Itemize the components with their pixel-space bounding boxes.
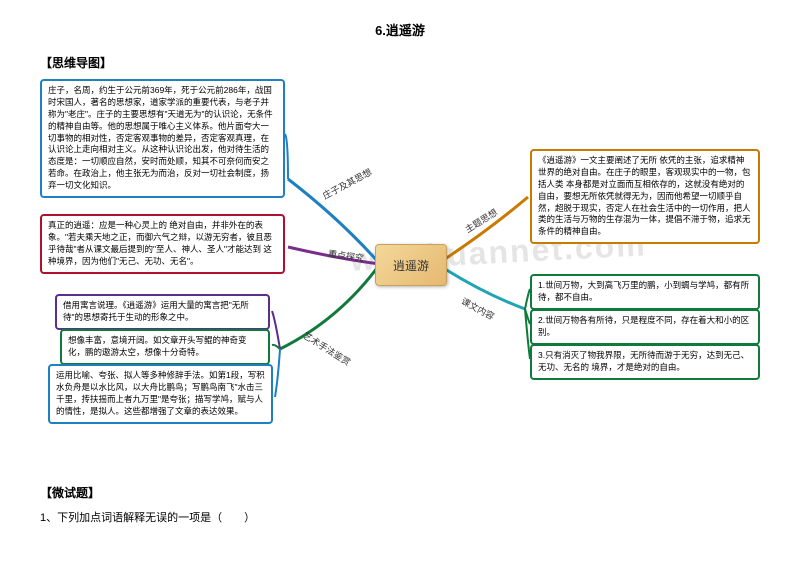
node-author: 庄子，名周，约生于公元前369年，死于公元前286年，战国时宋国人，著名的思想家… — [40, 79, 285, 198]
node-content3: 3.只有消灭了物我界限，无所待而游于无穷，达到无己、无功、无名的 境界，才是绝对… — [530, 344, 760, 380]
page-title: 6.逍遥游 — [40, 20, 760, 39]
center-node: 逍遥游 — [375, 244, 447, 286]
node-art1: 借用寓言说理。《逍遥游》运用大量的寓言把"无所待"的思想寄托于生动的形象之中。 — [55, 294, 270, 330]
node-content2: 2.世间万物各有所待，只是程度不同，存在着大和小的区别。 — [530, 309, 760, 345]
node-art2: 想像丰富，意境开阔。如文章开头写鲲的神奇变化，鹏的遨游太空，想像十分奇特。 — [60, 329, 270, 365]
mindmap-section-label: 【思维导图】 — [40, 54, 760, 71]
question-1: 1、下列加点词语解释无误的一项是（ ） — [40, 509, 760, 525]
node-content1: 1.世间万物，大到高飞万里的鹏，小到蜩与学鸠，都有所待，都不自由。 — [530, 274, 760, 310]
node-art3: 运用比喻、夸张、拟人等多种修辞手法。如第1段，写积水负舟是以水比风，以大舟比鹏鸟… — [48, 364, 273, 424]
quiz-section-label: 【微试题】 — [40, 484, 760, 501]
node-keypoint: 真正的逍遥：应是一种心灵上的 绝对自由，并非外在的表象。"若夫乘天地之正，而御六… — [40, 214, 285, 274]
node-theme: 《逍遥游》一文主要阐述了无所 依凭的主张，追求精神世界的绝对自由。在庄子的眼里，… — [530, 149, 760, 244]
mindmap-container: weizhuannet.com 逍遥游 庄子及其思想 重点探究 艺术手法鉴赏 主… — [40, 79, 760, 459]
